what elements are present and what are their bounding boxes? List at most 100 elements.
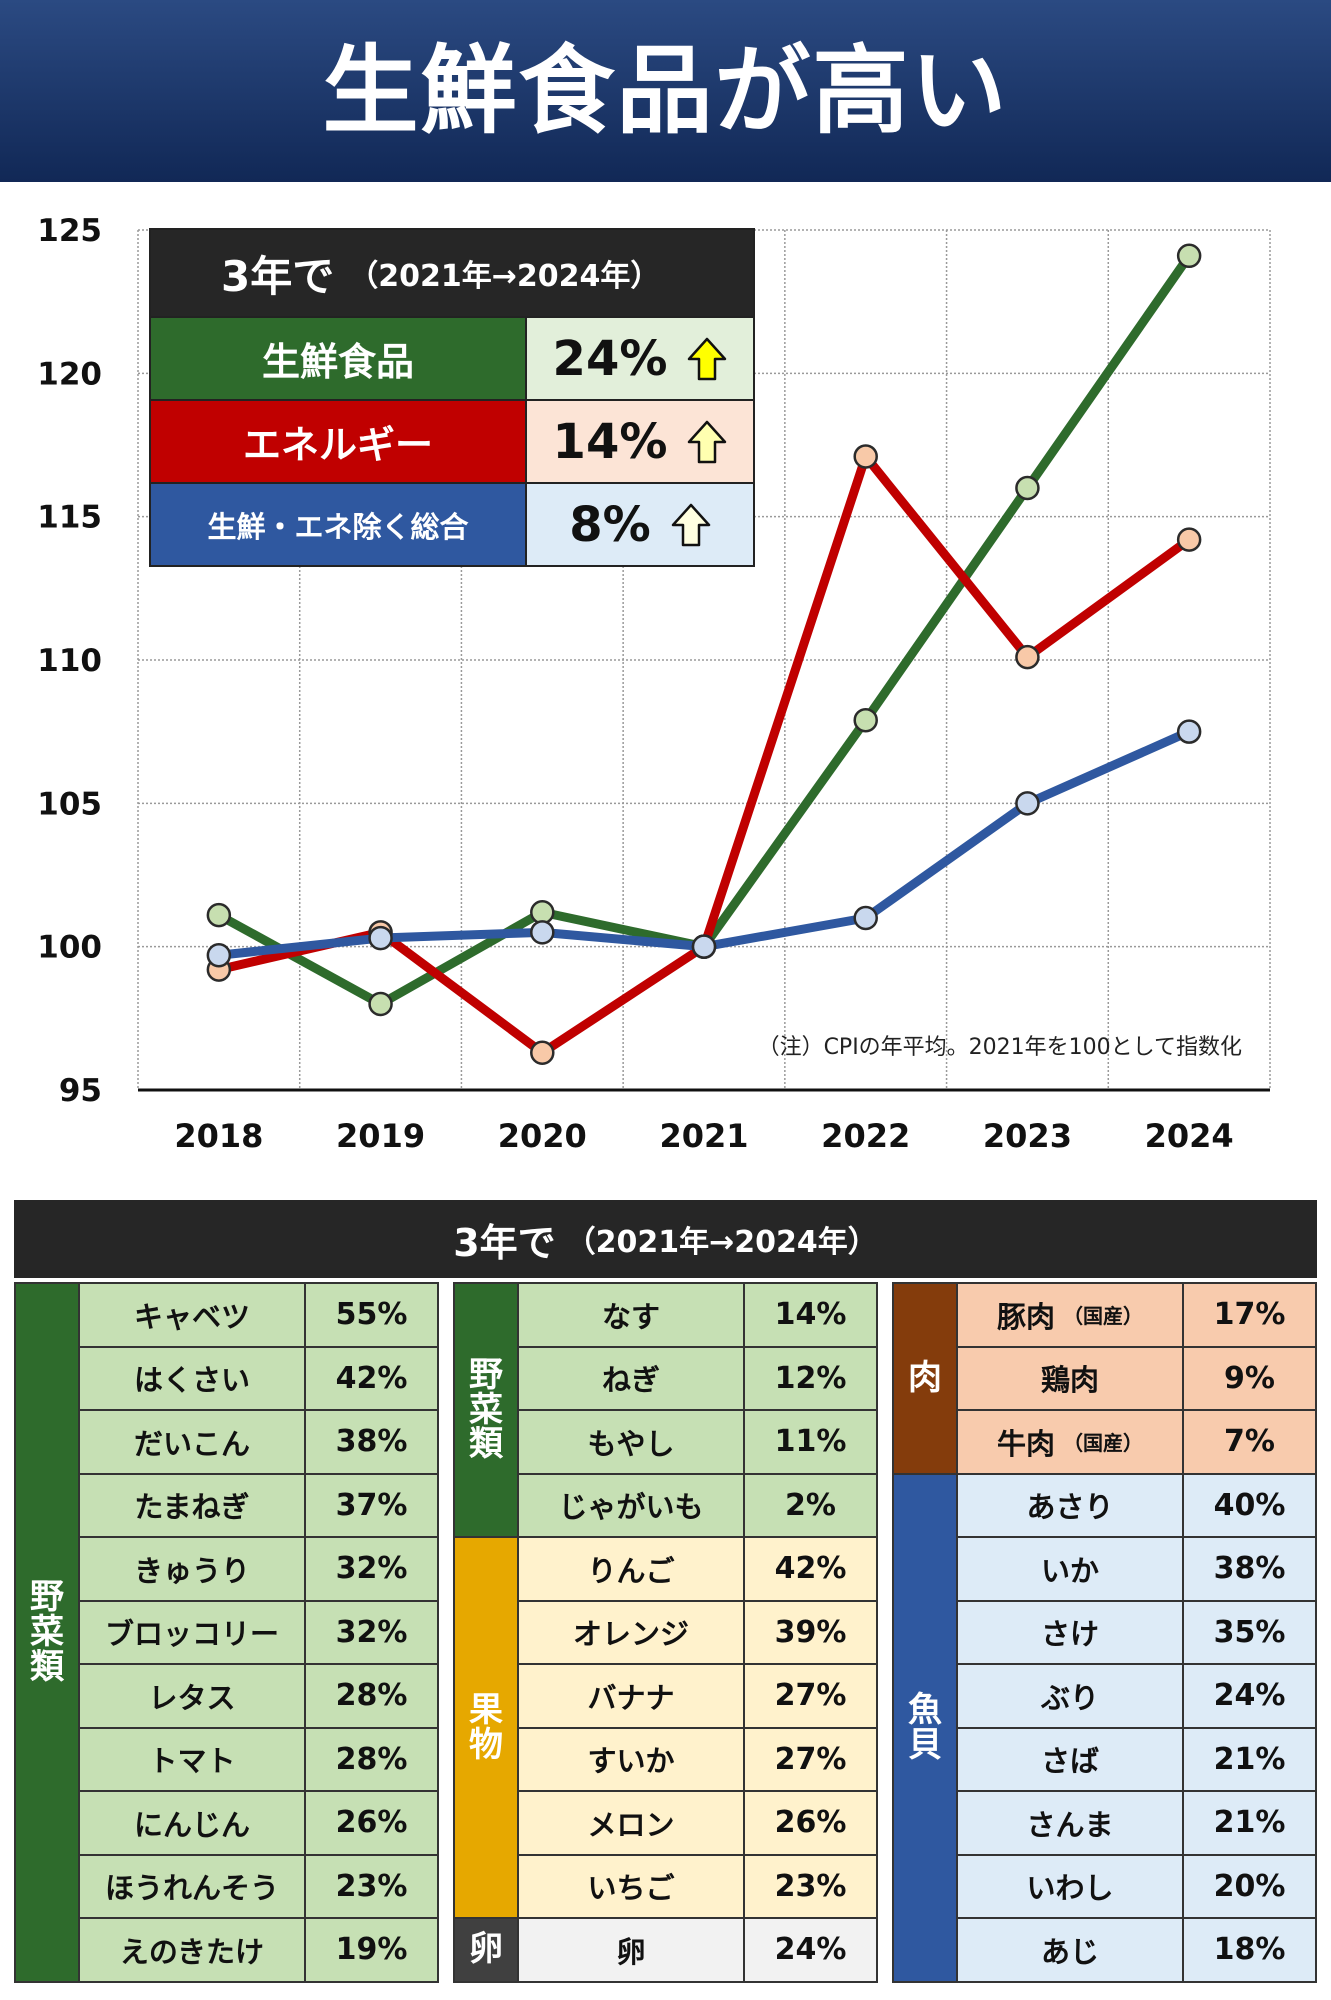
item-change-pct: 12% xyxy=(745,1347,876,1409)
item-change-pct: 24% xyxy=(1184,1665,1315,1727)
item-name: いか xyxy=(1040,1553,1099,1588)
category-label: 卵 xyxy=(455,1919,517,1981)
y-tick-label: 95 xyxy=(59,1073,102,1109)
item-change-pct: 40% xyxy=(1184,1474,1315,1536)
series-line-3 xyxy=(214,727,1194,960)
y-tick-label: 105 xyxy=(37,786,102,822)
item-change-pct: 32% xyxy=(306,1538,437,1600)
item-name: ブロッコリー xyxy=(104,1617,279,1652)
x-tick-label: 2018 xyxy=(174,1117,263,1155)
item-name: いわし xyxy=(1026,1871,1114,1906)
data-point-series-1 xyxy=(853,707,878,733)
item-change-pct: 18% xyxy=(1184,1919,1315,1981)
item-name: ねぎ xyxy=(601,1363,660,1398)
item-name-cell: あさり xyxy=(958,1474,1182,1536)
price-change-table: 3年で （2021年→2024年） 野菜類 キャベツ 55% はくさい 42% だいこん 3… xyxy=(0,1200,1331,1990)
item-name-cell: 卵 xyxy=(519,1919,743,1981)
item-name: にんじん xyxy=(133,1807,250,1842)
category-label-text: 果物 xyxy=(469,1689,503,1765)
item-name-cell: さけ xyxy=(958,1601,1182,1663)
item-name: 卵 xyxy=(616,1934,646,1969)
item-name-cell: もやし xyxy=(519,1411,743,1473)
item-change-pct: 2% xyxy=(745,1474,876,1536)
item-name: ぶり xyxy=(1040,1680,1099,1715)
data-point-series-3 xyxy=(368,925,393,951)
legend-header-main: 3年で xyxy=(221,251,335,301)
data-point-series-2 xyxy=(530,1040,555,1065)
item-name: だいこん xyxy=(133,1426,250,1461)
data-point-series-3 xyxy=(1015,791,1040,816)
legend-series-name: 生鮮・エネ除く総合 xyxy=(151,484,527,565)
item-name: もやし xyxy=(587,1426,675,1461)
item-name-cell: にんじん xyxy=(80,1792,304,1854)
data-point-series-1 xyxy=(1176,243,1202,269)
item-change-pct: 14% xyxy=(745,1284,876,1346)
category-label: 野菜類 xyxy=(455,1284,517,1536)
item-change-pct: 39% xyxy=(745,1601,876,1663)
item-name: キャベツ xyxy=(133,1299,250,1334)
table-column-2: 野菜類 なす 14% ねぎ 12% もやし 11% じゃがいも 2% 果物 りんご 42% オレンジ 39… xyxy=(453,1282,878,1983)
category-label: 野菜類 xyxy=(16,1284,78,1981)
item-name-cell: 鶏肉 xyxy=(958,1347,1182,1409)
item-change-pct: 27% xyxy=(745,1665,876,1727)
legend-change-value: 8% xyxy=(569,496,651,553)
item-name-cell: ブロッコリー xyxy=(80,1601,304,1663)
y-tick-label: 110 xyxy=(37,643,102,679)
item-change-pct: 11% xyxy=(745,1411,876,1473)
item-change-pct: 55% xyxy=(306,1284,437,1346)
item-name: えのきたけ xyxy=(119,1934,265,1969)
data-point-series-2 xyxy=(1176,527,1202,552)
item-name: いちご xyxy=(587,1871,675,1906)
data-point-series-1 xyxy=(368,991,393,1017)
item-name: さけ xyxy=(1040,1617,1099,1652)
item-name-cell: はくさい xyxy=(80,1347,304,1409)
item-name-cell: えのきたけ xyxy=(80,1919,304,1981)
table-column-3: 肉 豚肉 （国産） 17% 鶏肉 9% 牛肉 （国産） 7% 魚貝 あさり 40% いか 38% さけ 35%… xyxy=(892,1282,1317,1983)
item-name: なす xyxy=(601,1299,660,1334)
y-tick-label: 125 xyxy=(37,213,102,249)
item-name-cell: きゅうり xyxy=(80,1538,304,1600)
item-name: オレンジ xyxy=(572,1617,689,1652)
category-label-text: 魚貝 xyxy=(908,1689,942,1765)
category-label-text: 肉 xyxy=(908,1357,942,1398)
item-change-pct: 26% xyxy=(745,1792,876,1854)
item-change-pct: 23% xyxy=(745,1855,876,1917)
item-name: きゅうり xyxy=(133,1553,250,1588)
item-name: 豚肉 xyxy=(996,1299,1055,1334)
item-name-cell: さんま xyxy=(958,1792,1182,1854)
chart-legend: 3年で （2021年→2024年） 生鮮食品 24% エネルギー 14% 生鮮・エネ除く… xyxy=(149,228,755,567)
item-name-cell: なす xyxy=(519,1284,743,1346)
data-point-series-2 xyxy=(1015,644,1040,670)
legend-series-name: 生鮮食品 xyxy=(151,318,527,399)
table-title: 3年で （2021年→2024年） xyxy=(14,1200,1317,1278)
data-point-series-3 xyxy=(206,943,232,968)
item-name-cell: たまねぎ xyxy=(80,1474,304,1536)
category-label-text: 野菜類 xyxy=(469,1354,503,1465)
data-point-series-3 xyxy=(530,920,555,945)
item-name: はくさい xyxy=(133,1363,250,1398)
item-name-note: （国産） xyxy=(1063,1304,1143,1329)
item-name-cell: りんご xyxy=(519,1538,743,1600)
item-name: さんま xyxy=(1026,1807,1114,1842)
data-point-series-1 xyxy=(1015,475,1040,501)
item-name-cell: バナナ xyxy=(519,1665,743,1727)
legend-header: 3年で （2021年→2024年） xyxy=(151,230,753,316)
header-banner: 生鮮食品が高い xyxy=(0,0,1331,182)
category-label: 魚貝 xyxy=(894,1474,956,1981)
data-point-series-1 xyxy=(206,902,232,928)
item-name: じゃがいも xyxy=(558,1490,704,1525)
item-name: メロン xyxy=(587,1807,675,1842)
item-name: ほうれんそう xyxy=(104,1871,279,1906)
item-change-pct: 28% xyxy=(306,1728,437,1790)
item-change-pct: 23% xyxy=(306,1855,437,1917)
table-title-sub: （2021年→2024年） xyxy=(565,1225,878,1260)
legend-change-cell: 24% xyxy=(527,318,753,399)
item-change-pct: 20% xyxy=(1184,1855,1315,1917)
category-label: 果物 xyxy=(455,1538,517,1917)
item-name-note: （国産） xyxy=(1063,1431,1143,1456)
data-point-series-2 xyxy=(853,444,878,469)
item-name: 牛肉 xyxy=(996,1426,1055,1461)
item-name-cell: キャベツ xyxy=(80,1284,304,1346)
item-change-pct: 38% xyxy=(1184,1538,1315,1600)
legend-row: 生鮮食品 24% xyxy=(151,316,753,399)
